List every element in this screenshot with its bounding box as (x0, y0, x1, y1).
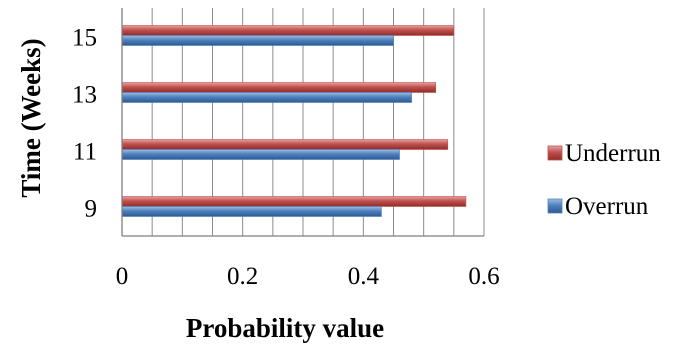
y-tick-label: 13 (72, 82, 97, 109)
bar-overrun-9 (121, 206, 382, 217)
bar-underrun-15 (121, 25, 455, 36)
legend: Underrun Overrun (547, 140, 661, 220)
bars (121, 25, 467, 217)
legend-label-underrun: Underrun (565, 140, 661, 167)
bar-overrun-15 (121, 35, 394, 46)
y-tick-label: 9 (85, 196, 98, 223)
bar-underrun-11 (121, 139, 449, 150)
legend-label-overrun: Overrun (565, 193, 649, 220)
y-tick-labels: 9 11 13 15 (72, 25, 97, 223)
bar-underrun-9 (121, 196, 467, 207)
bar-overrun-13 (121, 92, 412, 103)
legend-swatch-overrun (547, 198, 563, 214)
y-tick-label: 15 (72, 25, 97, 52)
x-tick-label: 0.2 (227, 263, 258, 290)
axes (121, 8, 484, 237)
x-tick-label: 0 (116, 263, 129, 290)
y-axis-title: Time (Weeks) (16, 38, 46, 197)
x-tick-labels: 0 0.2 0.4 0.6 (116, 263, 500, 290)
legend-swatch-underrun (547, 145, 563, 161)
bar-underrun-13 (121, 82, 437, 93)
y-tick-label: 11 (73, 139, 97, 166)
x-tick-label: 0.4 (348, 263, 380, 290)
bar-overrun-11 (121, 149, 400, 160)
x-axis-title: Probability value (186, 313, 384, 343)
x-tick-label: 0.6 (468, 263, 499, 290)
